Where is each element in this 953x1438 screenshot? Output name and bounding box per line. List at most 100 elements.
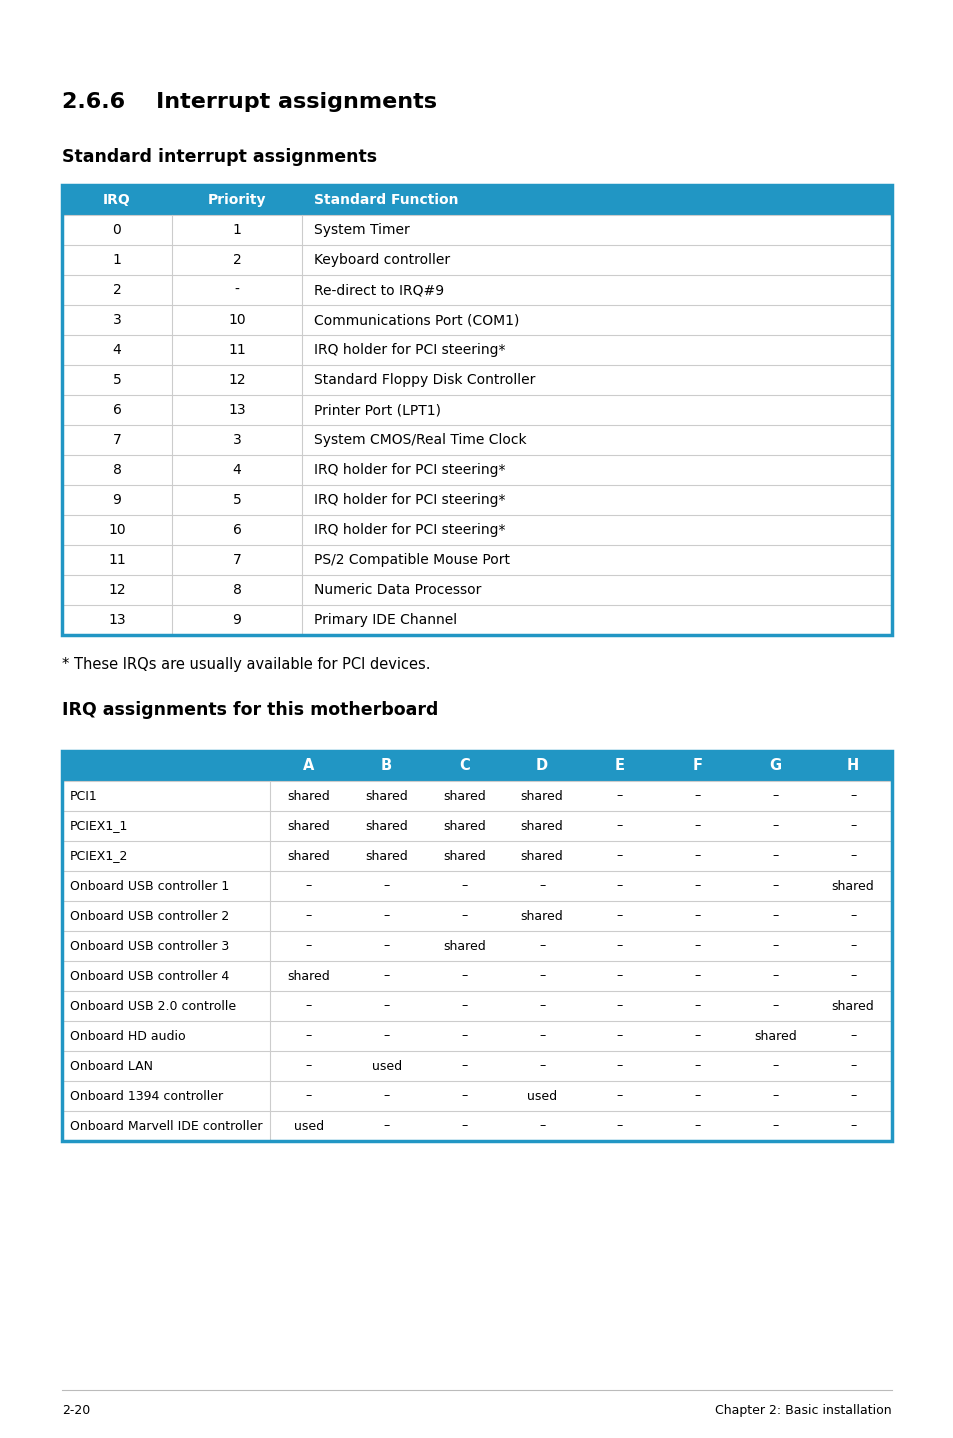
Text: 6: 6 <box>112 403 121 417</box>
Text: Onboard USB controller 1: Onboard USB controller 1 <box>70 880 229 893</box>
Text: –: – <box>849 909 856 923</box>
Text: used: used <box>371 1060 401 1073</box>
Text: –: – <box>616 909 622 923</box>
Text: –: – <box>771 1060 778 1073</box>
Text: shared: shared <box>287 789 330 802</box>
Text: Chapter 2: Basic installation: Chapter 2: Basic installation <box>715 1403 891 1416</box>
Text: –: – <box>460 1060 467 1073</box>
Text: shared: shared <box>831 880 874 893</box>
Text: 6: 6 <box>233 523 241 536</box>
Text: Onboard USB controller 2: Onboard USB controller 2 <box>70 909 229 923</box>
Text: –: – <box>383 969 390 982</box>
Text: 1: 1 <box>233 223 241 237</box>
Text: –: – <box>460 1120 467 1133</box>
Text: 10: 10 <box>228 313 246 326</box>
Text: 5: 5 <box>112 372 121 387</box>
Text: –: – <box>305 1060 312 1073</box>
Text: –: – <box>849 820 856 833</box>
Text: 3: 3 <box>112 313 121 326</box>
Text: shared: shared <box>365 820 408 833</box>
Text: IRQ holder for PCI steering*: IRQ holder for PCI steering* <box>314 463 505 477</box>
Text: 4: 4 <box>233 463 241 477</box>
Text: –: – <box>616 939 622 952</box>
Text: –: – <box>616 969 622 982</box>
Text: * These IRQs are usually available for PCI devices.: * These IRQs are usually available for P… <box>62 657 430 672</box>
Text: –: – <box>616 1060 622 1073</box>
Bar <box>62 216 891 244</box>
Text: –: – <box>849 1060 856 1073</box>
Text: –: – <box>460 969 467 982</box>
Text: –: – <box>771 880 778 893</box>
Text: 9: 9 <box>233 613 241 627</box>
Text: 2: 2 <box>112 283 121 298</box>
Text: shared: shared <box>831 999 874 1012</box>
Text: –: – <box>460 880 467 893</box>
Text: G: G <box>768 758 781 774</box>
Text: –: – <box>305 939 312 952</box>
Text: shared: shared <box>365 850 408 863</box>
Text: –: – <box>694 939 700 952</box>
Bar <box>62 186 891 636</box>
Text: Onboard USB controller 4: Onboard USB controller 4 <box>70 969 229 982</box>
Text: –: – <box>694 969 700 982</box>
Bar <box>62 930 891 961</box>
Text: –: – <box>616 789 622 802</box>
Text: C: C <box>458 758 469 774</box>
Bar <box>62 335 891 365</box>
Text: –: – <box>616 820 622 833</box>
Text: 7: 7 <box>233 554 241 567</box>
Text: –: – <box>771 969 778 982</box>
Text: F: F <box>692 758 702 774</box>
Text: 2.6.6    Interrupt assignments: 2.6.6 Interrupt assignments <box>62 92 436 112</box>
Text: –: – <box>305 1090 312 1103</box>
Text: 11: 11 <box>108 554 126 567</box>
Bar <box>62 751 891 781</box>
Text: shared: shared <box>287 969 330 982</box>
Text: 4: 4 <box>112 344 121 357</box>
Text: Onboard LAN: Onboard LAN <box>70 1060 152 1073</box>
Text: –: – <box>771 850 778 863</box>
Text: –: – <box>383 939 390 952</box>
Text: System CMOS/Real Time Clock: System CMOS/Real Time Clock <box>314 433 526 447</box>
Text: 11: 11 <box>228 344 246 357</box>
Text: shared: shared <box>442 820 485 833</box>
Text: –: – <box>771 999 778 1012</box>
Text: IRQ holder for PCI steering*: IRQ holder for PCI steering* <box>314 493 505 508</box>
Bar <box>62 811 891 841</box>
Text: –: – <box>383 1120 390 1133</box>
Text: –: – <box>771 789 778 802</box>
Text: Numeric Data Processor: Numeric Data Processor <box>314 582 481 597</box>
Text: Priority: Priority <box>208 193 266 207</box>
Text: Printer Port (LPT1): Printer Port (LPT1) <box>314 403 440 417</box>
Text: System Timer: System Timer <box>314 223 410 237</box>
Bar <box>62 991 891 1021</box>
Text: PCI1: PCI1 <box>70 789 97 802</box>
Text: –: – <box>694 1090 700 1103</box>
Text: B: B <box>380 758 392 774</box>
Bar <box>62 1112 891 1140</box>
Text: 7: 7 <box>112 433 121 447</box>
Text: Onboard USB controller 3: Onboard USB controller 3 <box>70 939 229 952</box>
Text: 13: 13 <box>228 403 246 417</box>
Text: used: used <box>526 1090 557 1103</box>
Bar <box>62 871 891 902</box>
Text: 2: 2 <box>233 253 241 267</box>
Text: A: A <box>303 758 314 774</box>
Bar <box>62 244 891 275</box>
Text: –: – <box>771 1120 778 1133</box>
Bar <box>62 841 891 871</box>
Text: –: – <box>305 880 312 893</box>
Text: –: – <box>305 1030 312 1043</box>
Text: –: – <box>849 1120 856 1133</box>
Text: –: – <box>383 880 390 893</box>
Text: -: - <box>234 283 239 298</box>
Text: 3: 3 <box>233 433 241 447</box>
Text: IRQ holder for PCI steering*: IRQ holder for PCI steering* <box>314 523 505 536</box>
Text: –: – <box>460 1030 467 1043</box>
Text: 8: 8 <box>233 582 241 597</box>
Text: 1: 1 <box>112 253 121 267</box>
Text: –: – <box>771 1090 778 1103</box>
Bar <box>62 485 891 515</box>
Text: shared: shared <box>520 850 563 863</box>
Text: –: – <box>383 1090 390 1103</box>
